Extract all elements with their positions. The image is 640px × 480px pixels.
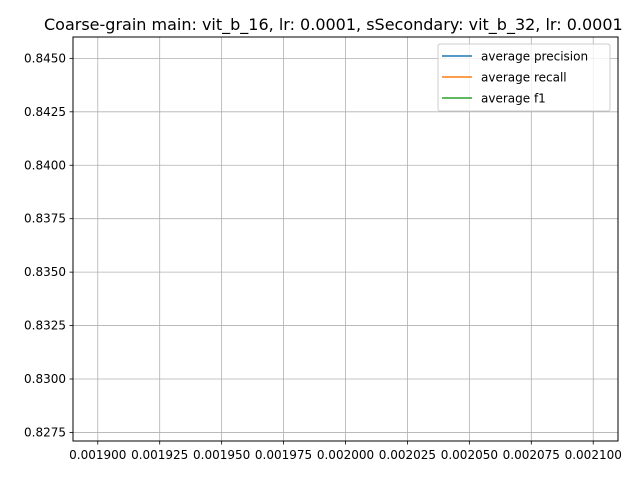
legend-label: average recall <box>481 71 567 85</box>
y-tick-label: 0.8400 <box>24 158 66 172</box>
x-tick-label: 0.001950 <box>193 448 250 462</box>
y-tick-label: 0.8375 <box>24 212 66 226</box>
y-tick-label: 0.8350 <box>24 265 66 279</box>
y-tick-label: 0.8325 <box>24 319 66 333</box>
y-tick-label: 0.8300 <box>24 372 66 386</box>
legend: average precision average recall average f… <box>437 43 611 112</box>
x-tick-label: 0.002075 <box>503 448 560 462</box>
x-axis: 0.001900 0.001925 0.001950 0.001975 0.002000… <box>69 441 622 462</box>
legend-label: average precision <box>481 50 588 64</box>
y-axis: 0.8275 0.8300 0.8325 0.8350 0.8375 0.8400 0.84… <box>24 51 73 439</box>
x-tick-label: 0.002100 <box>565 448 622 462</box>
legend-box <box>437 43 611 112</box>
x-tick-label: 0.002050 <box>441 448 498 462</box>
x-tick-label: 0.001925 <box>131 448 188 462</box>
x-tick-label: 0.002000 <box>317 448 374 462</box>
chart-title: Coarse-grain main: vit_b_16, lr: 0.0001,… <box>44 15 623 35</box>
legend-label: average f1 <box>481 92 546 106</box>
x-tick-label: 0.001975 <box>255 448 312 462</box>
y-tick-label: 0.8450 <box>24 51 66 65</box>
y-tick-label: 0.8275 <box>24 425 66 439</box>
x-tick-label: 0.002025 <box>379 448 436 462</box>
x-tick-label: 0.001900 <box>69 448 126 462</box>
y-tick-label: 0.8425 <box>24 105 66 119</box>
grid-lines <box>73 37 618 441</box>
